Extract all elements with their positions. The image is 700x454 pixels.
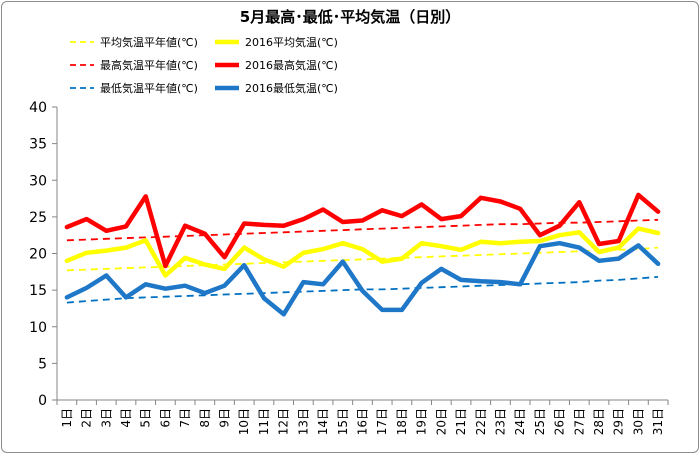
legend: 平均気温平年値(℃) 2016平均気温(℃) 最高気温平年値(℃) 2016最高気温(…: [70, 35, 338, 95]
axes: 0 5 10 15 20 25 30 35 40 1日 2日 3日 4日 5日 6日 7日 8日 9日 10日 11日…: [29, 100, 669, 435]
x-tick-label: 29日: [612, 408, 626, 435]
x-tick-label: 12日: [277, 408, 291, 435]
x-tick-label: 6日: [158, 408, 172, 428]
series-line-3: [64, 192, 661, 269]
x-tick-label: 20日: [434, 408, 448, 435]
x-tick-label: 24日: [513, 408, 527, 435]
x-tick-label: 16日: [356, 408, 370, 435]
x-tick-label: 27日: [572, 408, 586, 435]
y-tick-label: 0: [38, 393, 47, 409]
x-tick-label: 22日: [474, 408, 488, 435]
y-tick-label: 5: [38, 356, 47, 372]
x-tick-label: 5日: [139, 408, 153, 428]
x-tick-label: 9日: [218, 408, 232, 428]
x-tick-label: 1日: [60, 408, 74, 428]
y-tick-label: 10: [29, 320, 47, 336]
series-layer: [64, 192, 661, 317]
legend-label: 最高気温平年値(℃): [100, 58, 198, 72]
x-tick-label: 30日: [631, 408, 645, 435]
legend-label: 平均気温平年値(℃): [100, 35, 198, 49]
legend-label: 2016最低気温(℃): [245, 81, 338, 95]
x-tick-label: 25日: [533, 408, 547, 435]
x-tick-label: 14日: [316, 408, 330, 435]
series-line-1: [64, 226, 661, 278]
x-tick-label: 10日: [237, 408, 251, 435]
x-tick-label: 28日: [592, 408, 606, 435]
x-tick-label: 21日: [454, 408, 468, 435]
x-tick-label: 26日: [553, 408, 567, 435]
x-tick-label: 31日: [651, 408, 665, 435]
x-tick-label: 8日: [198, 408, 212, 428]
x-tick-label: 11日: [257, 408, 271, 435]
x-tick-label: 13日: [296, 408, 310, 435]
y-tick-label: 40: [29, 100, 47, 116]
x-tick-label: 4日: [119, 408, 133, 428]
x-tick-label: 19日: [415, 408, 429, 435]
y-tick-label: 30: [29, 173, 47, 189]
series-line-4: [66, 276, 659, 304]
x-tick-label: 17日: [375, 408, 389, 435]
chart-title: 5月最高･最低･平均気温（日別）: [240, 8, 460, 26]
y-tick-label: 15: [29, 283, 47, 299]
y-tick-label: 35: [29, 137, 47, 153]
legend-label: 2016最高気温(℃): [245, 58, 338, 72]
x-tick-label: 3日: [99, 408, 113, 428]
legend-label: 2016平均気温(℃): [245, 35, 338, 49]
legend-label: 最低気温平年値(℃): [100, 81, 198, 95]
y-tick-label: 20: [29, 247, 47, 263]
x-tick-label: 7日: [178, 408, 192, 428]
x-tick-label: 15日: [336, 408, 350, 435]
x-tick-label: 23日: [493, 408, 507, 435]
x-tick-label: 2日: [80, 408, 94, 428]
y-tick-label: 25: [29, 210, 47, 226]
x-tick-label: 18日: [395, 408, 409, 435]
series-line-5: [64, 240, 661, 317]
